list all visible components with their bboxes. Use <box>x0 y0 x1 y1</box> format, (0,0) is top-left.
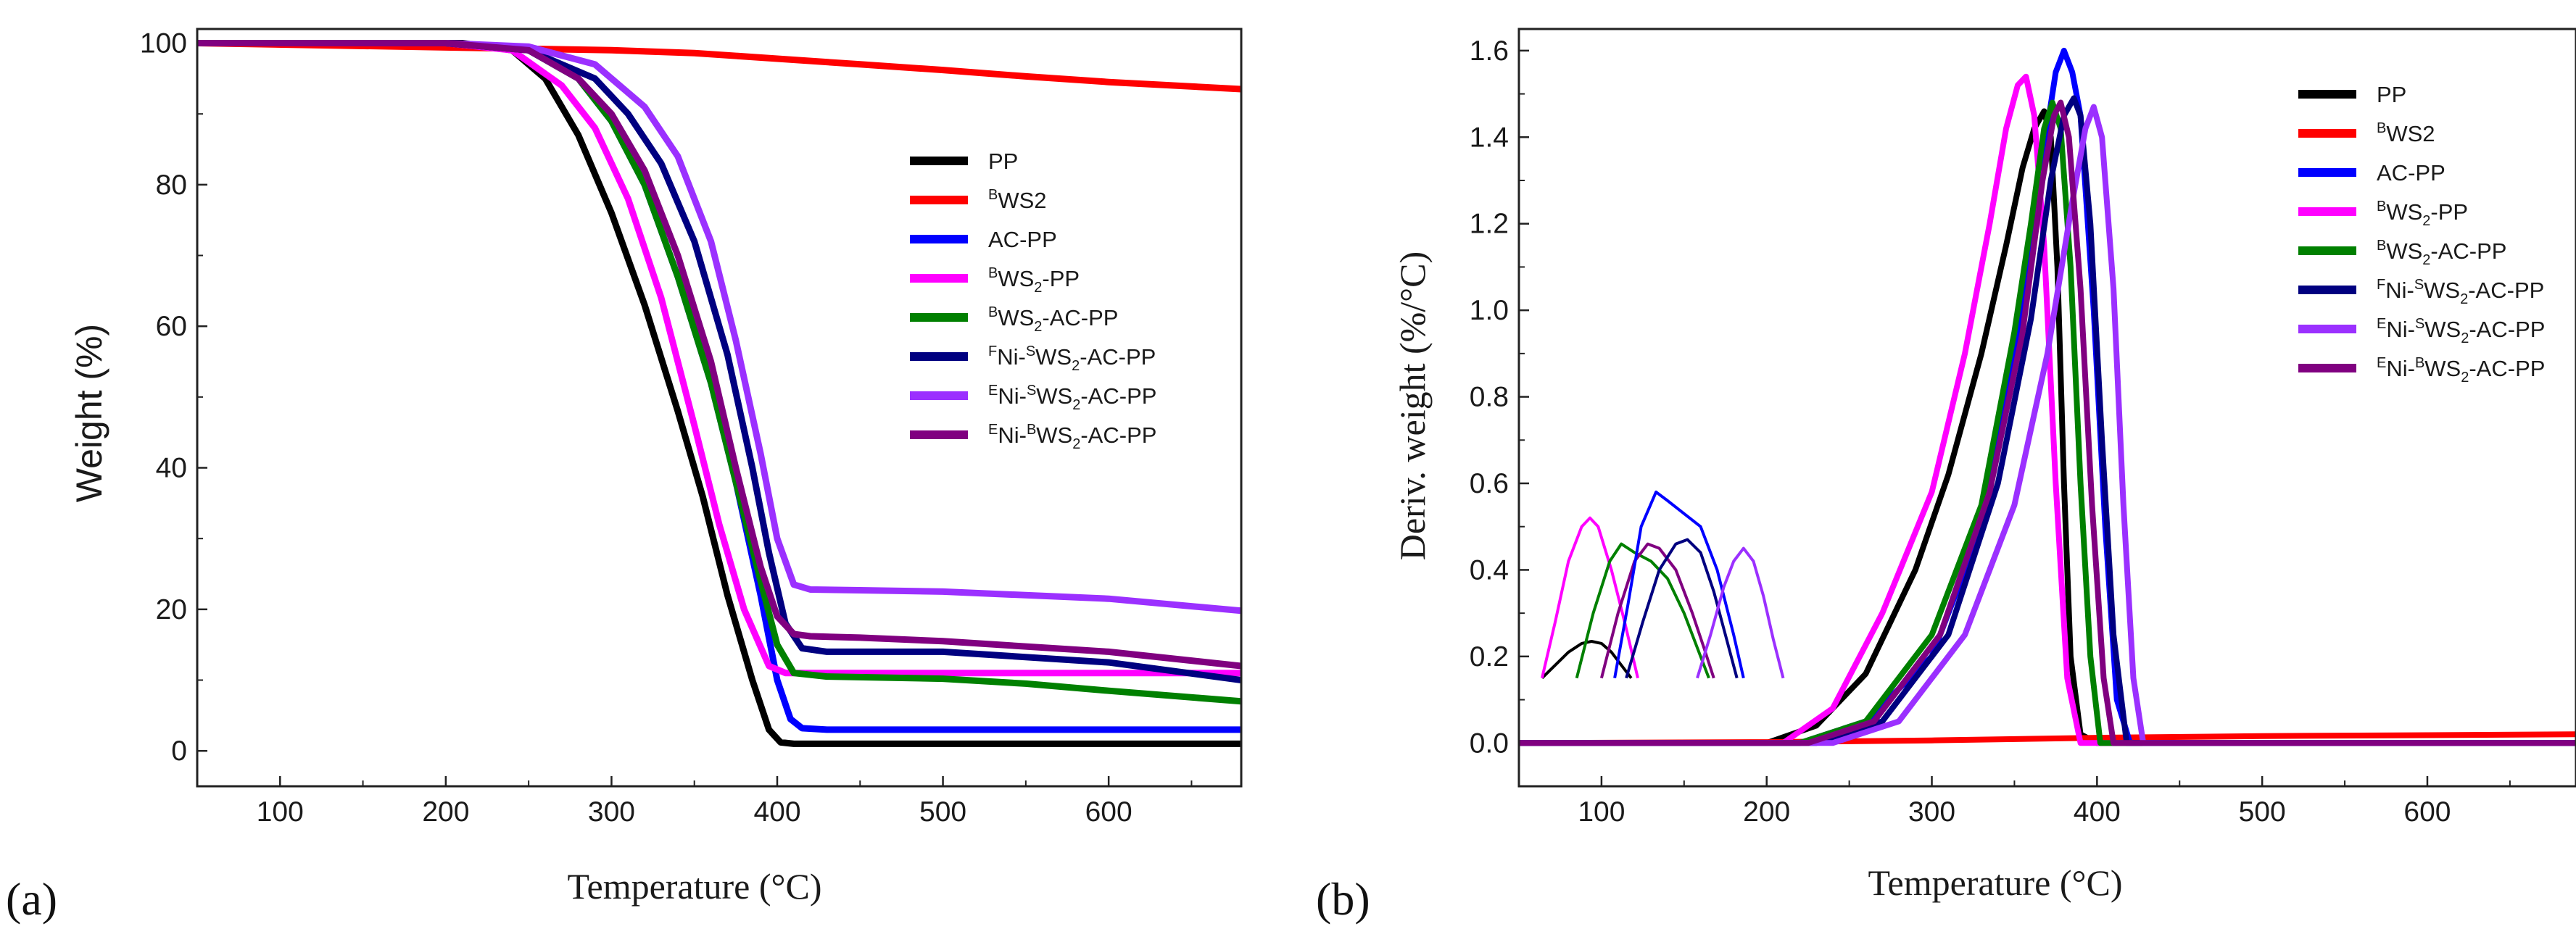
y-tick-label: 1.2 <box>1470 209 1509 240</box>
series-line-pp <box>1519 108 2576 746</box>
y-tick-label: 0.8 <box>1470 382 1509 413</box>
legend-label-bws2-pp: BWS2-PP <box>988 265 1080 296</box>
inset-peak-ac-pp <box>1613 490 1745 679</box>
panel-b-x-axis-label: Temperature (°C) <box>1868 862 2122 903</box>
panel-b-ticks: 100 200 300 400 500 600 0.0 0.2 0.4 0.6 0.8 1.0 1.2 1… <box>1470 36 2511 828</box>
panel-a-tga-chart: Weight (%) Temperature (°C) (a) 100 200 30… <box>6 28 1243 925</box>
x-tick-label: 400 <box>2074 796 2121 828</box>
x-tick-label: 600 <box>2403 796 2451 828</box>
panel-a-series-group <box>197 40 1241 747</box>
series-line-eni-sws2-ac-pp <box>197 40 1241 615</box>
y-tick-label: 0.0 <box>1470 728 1509 759</box>
series-line-eni-bws2-ac-pp <box>1519 99 2576 746</box>
series-line-bws2-pp <box>1519 73 2576 746</box>
panel-b-series-group <box>1519 47 2576 746</box>
legend-label-eni-bws2-ac-pp: ENi-BWS2-AC-PP <box>2377 355 2545 386</box>
y-tick-label: 0.4 <box>1470 554 1509 586</box>
panel-a-x-axis-label: Temperature (°C) <box>567 866 821 907</box>
x-tick-label: 400 <box>753 796 800 828</box>
y-tick-label: 80 <box>156 170 187 201</box>
legend-label-pp: PP <box>988 149 1018 174</box>
y-tick-label: 0.2 <box>1470 641 1509 672</box>
legend-label-ac-pp: AC-PP <box>2377 160 2445 186</box>
panel-b-plot-frame <box>1517 28 2576 788</box>
x-tick-label: 600 <box>1085 796 1132 828</box>
inset-peak-eni-sws2-ac-pp <box>1696 546 1785 679</box>
y-tick-label: 1.4 <box>1470 122 1509 153</box>
x-tick-label: 200 <box>1743 796 1790 828</box>
series-line-bws2-ac-pp <box>1519 99 2576 746</box>
inset-peak-eni-bws2-ac-pp <box>1599 542 1715 679</box>
x-tick-label: 300 <box>1908 796 1955 828</box>
x-tick-label: 100 <box>257 796 304 828</box>
legend-label-fni-sws2-ac-pp: FNi-SWS2-AC-PP <box>988 343 1156 374</box>
panel-a-legend: PP BWS2 AC-PP BWS2-PP BWS2-AC-PP FNi-SWS2-AC-… <box>910 149 1156 452</box>
panel-a-y-axis-label: Weight (%) <box>69 324 109 502</box>
y-tick-label: 0.6 <box>1470 468 1509 499</box>
x-tick-label: 500 <box>2239 796 2286 828</box>
legend-label-eni-sws2-ac-pp: ENi-SWS2-AC-PP <box>988 383 1156 413</box>
series-line-fni-sws2-ac-pp <box>197 40 1241 683</box>
y-tick-label: 1.6 <box>1470 36 1509 67</box>
x-tick-label: 500 <box>919 796 966 828</box>
panel-a-plot-frame <box>196 28 1243 788</box>
series-line-eni-sws2-ac-pp <box>1519 104 2576 746</box>
legend-label-ac-pp: AC-PP <box>988 227 1057 252</box>
y-tick-label: 100 <box>140 28 187 59</box>
panel-a-label: (a) <box>6 873 57 925</box>
series-line-fni-sws2-ac-pp <box>1519 95 2576 746</box>
panel-b-legend: PP BWS2 AC-PP BWS2-PP BWS2-AC-PP FNi-SWS2-AC-… <box>2298 82 2545 386</box>
panel-a-ticks: 100 200 300 400 500 600 0 20 40 60 80 100 <box>140 28 1193 828</box>
series-line-eni-bws2-ac-pp <box>197 40 1241 670</box>
legend-label-bws2-ac-pp: BWS2-AC-PP <box>2377 238 2506 268</box>
legend-label-pp: PP <box>2377 82 2406 107</box>
panel-b-inset-peaks <box>1540 490 1785 680</box>
y-tick-label: 60 <box>156 311 187 342</box>
x-tick-label: 100 <box>1578 796 1625 828</box>
y-tick-label: 20 <box>156 594 187 625</box>
y-tick-label: 0 <box>171 736 187 767</box>
legend-label-bws2: BWS2 <box>2377 120 2435 146</box>
legend-label-fni-sws2-ac-pp: FNi-SWS2-AC-PP <box>2377 277 2544 307</box>
y-tick-label: 40 <box>156 453 187 484</box>
legend-label-bws2: BWS2 <box>988 187 1047 213</box>
panel-b-label: (b) <box>1316 873 1370 925</box>
series-line-bws2-ac-pp <box>197 40 1241 705</box>
legend-label-eni-sws2-ac-pp: ENi-SWS2-AC-PP <box>2377 316 2545 346</box>
y-tick-label: 1.0 <box>1470 295 1509 326</box>
panel-b-y-axis-label: Deriv. weight (%/°C) <box>1392 251 1433 560</box>
legend-label-bws2-pp: BWS2-PP <box>2377 199 2468 229</box>
legend-label-eni-bws2-ac-pp: ENi-BWS2-AC-PP <box>988 422 1156 452</box>
series-line-bws2 <box>197 40 1241 93</box>
legend-label-bws2-ac-pp: BWS2-AC-PP <box>988 304 1118 335</box>
panel-b-dtg-chart: Deriv. weight (%/°C) Temperature (°C) (b… <box>1316 28 2576 925</box>
inset-peak-bws2-ac-pp <box>1575 542 1710 679</box>
x-tick-label: 300 <box>588 796 635 828</box>
x-tick-label: 200 <box>422 796 469 828</box>
inset-peak-fni-sws2-ac-pp <box>1625 538 1739 679</box>
